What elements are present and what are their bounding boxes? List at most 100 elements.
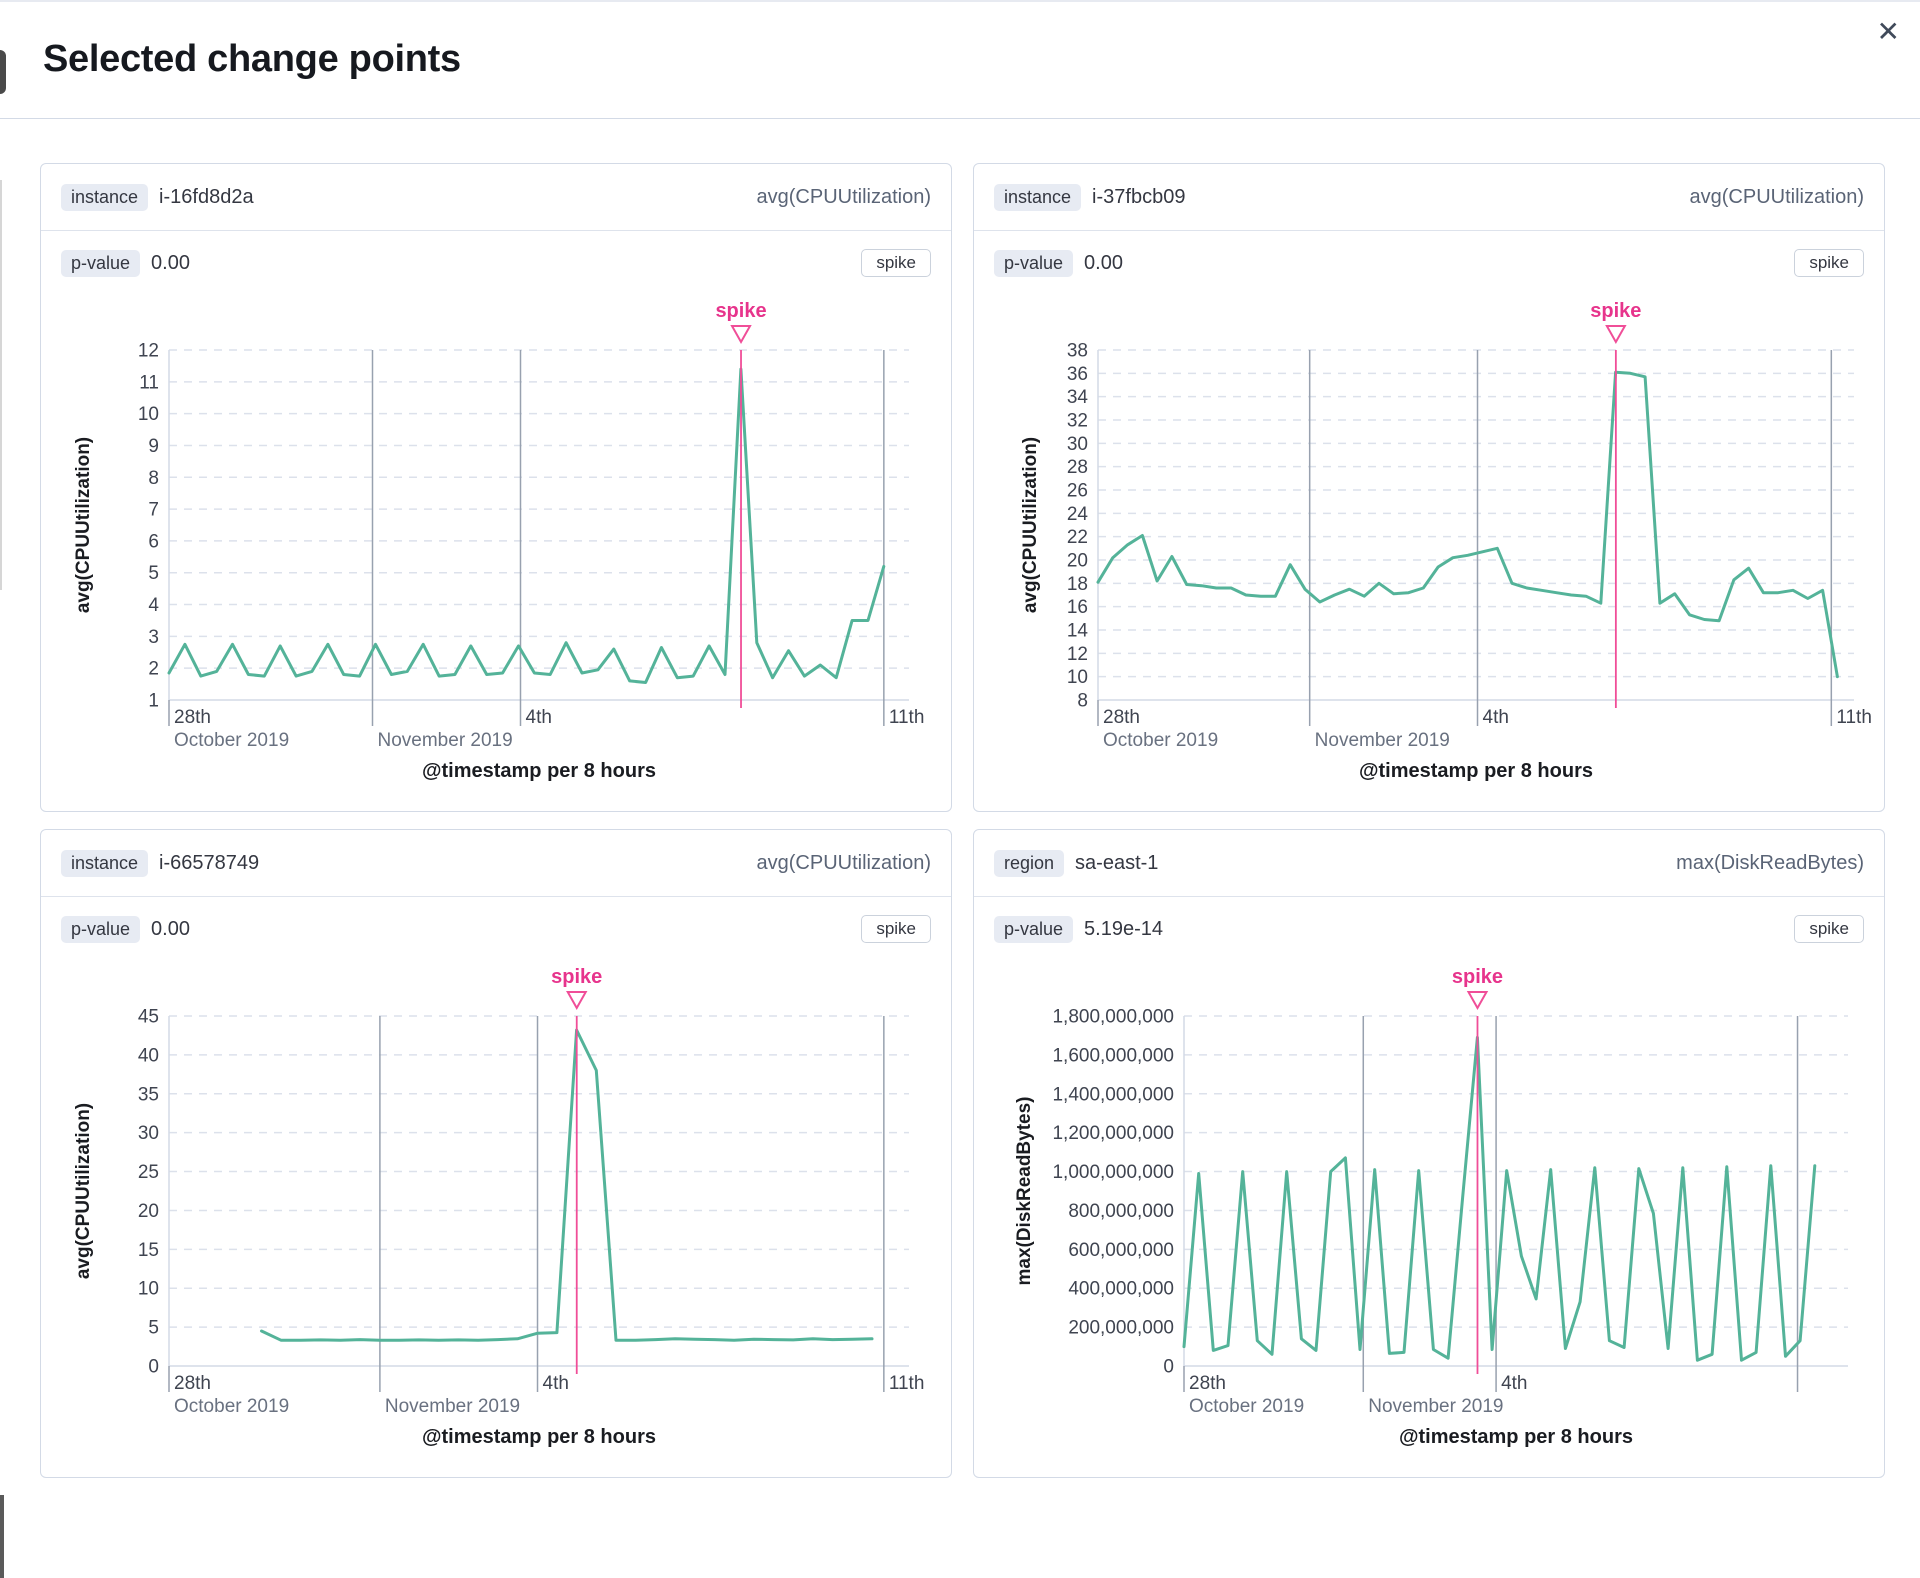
svg-text:spike: spike <box>1590 300 1641 322</box>
spike-type-button[interactable]: spike <box>1794 249 1864 277</box>
change-point-panel: instance i-66578749 avg(CPUUtilization) … <box>40 829 952 1478</box>
metric-label: avg(CPUUtilization) <box>756 185 932 208</box>
svg-text:1: 1 <box>148 691 159 712</box>
close-icon[interactable]: ✕ <box>1871 12 1906 52</box>
svg-text:1,000,000,000: 1,000,000,000 <box>1052 1162 1174 1183</box>
svg-text:15: 15 <box>138 1240 159 1261</box>
svg-text:spike: spike <box>1452 966 1503 988</box>
svg-text:October 2019: October 2019 <box>174 1396 289 1417</box>
svg-text:40: 40 <box>138 1045 159 1066</box>
p-value: 5.19e-14 <box>1084 917 1164 940</box>
field-name-badge: instance <box>61 183 149 211</box>
svg-text:45: 45 <box>138 1007 159 1028</box>
svg-text:14: 14 <box>1067 621 1089 642</box>
spike-type-button[interactable]: spike <box>861 915 931 943</box>
p-value-badge: p-value <box>994 249 1074 277</box>
svg-text:3: 3 <box>148 627 159 648</box>
svg-text:0: 0 <box>148 1357 159 1378</box>
svg-text:28: 28 <box>1067 457 1088 478</box>
p-value: 0.00 <box>151 251 190 274</box>
svg-text:35: 35 <box>138 1084 159 1105</box>
svg-text:November 2019: November 2019 <box>385 1396 520 1417</box>
panel-header: instance i-66578749 avg(CPUUtilization) <box>41 830 951 897</box>
svg-text:11th: 11th <box>889 707 925 728</box>
svg-text:1,200,000,000: 1,200,000,000 <box>1052 1123 1174 1144</box>
svg-text:28th: 28th <box>174 707 211 728</box>
svg-text:November 2019: November 2019 <box>378 730 513 751</box>
metric-label: avg(CPUUtilization) <box>1689 185 1865 208</box>
svg-text:30: 30 <box>138 1123 159 1144</box>
svg-text:22: 22 <box>1067 527 1088 548</box>
svg-text:2: 2 <box>148 659 159 680</box>
svg-text:10: 10 <box>138 404 159 425</box>
svg-text:spike: spike <box>715 300 766 322</box>
p-value: 0.00 <box>151 917 190 940</box>
svg-text:@timestamp per 8 hours: @timestamp per 8 hours <box>1399 1426 1633 1448</box>
panel-subheader: p-value 5.19e-14 spike <box>974 897 1884 961</box>
change-point-grid: instance i-16fd8d2a avg(CPUUtilization) … <box>40 163 1886 1478</box>
svg-text:11th: 11th <box>889 1373 925 1394</box>
field-value: i-66578749 <box>159 851 260 874</box>
background-page-fragment <box>0 1495 4 1578</box>
svg-text:avg(CPUUtilization): avg(CPUUtilization) <box>1020 437 1041 613</box>
svg-text:spike: spike <box>551 966 602 988</box>
svg-text:16: 16 <box>1067 597 1088 618</box>
svg-text:November 2019: November 2019 <box>1315 730 1450 751</box>
field-name-badge: instance <box>994 183 1082 211</box>
svg-text:4: 4 <box>148 595 159 616</box>
panel-header: region sa-east-1 max(DiskReadBytes) <box>974 830 1884 897</box>
svg-text:28th: 28th <box>1103 707 1140 728</box>
svg-text:20: 20 <box>1067 551 1088 572</box>
svg-text:800,000,000: 800,000,000 <box>1068 1201 1174 1222</box>
panel-subheader: p-value 0.00 spike <box>41 231 951 295</box>
svg-text:400,000,000: 400,000,000 <box>1068 1279 1174 1300</box>
svg-text:200,000,000: 200,000,000 <box>1068 1318 1174 1339</box>
svg-text:avg(CPUUtilization): avg(CPUUtilization) <box>73 1103 94 1279</box>
p-value-badge: p-value <box>61 915 141 943</box>
svg-text:4th: 4th <box>1501 1373 1527 1394</box>
field-value: i-37fbcb09 <box>1092 185 1186 208</box>
svg-text:4th: 4th <box>526 707 552 728</box>
field-value: sa-east-1 <box>1075 851 1159 874</box>
flyout-header: Selected change points <box>0 0 1920 119</box>
svg-text:18: 18 <box>1067 574 1088 595</box>
svg-text:October 2019: October 2019 <box>1189 1396 1304 1417</box>
svg-text:0: 0 <box>1163 1357 1174 1378</box>
svg-text:20: 20 <box>138 1201 159 1222</box>
metric-label: avg(CPUUtilization) <box>756 851 932 874</box>
svg-text:6: 6 <box>148 531 159 552</box>
svg-text:9: 9 <box>148 436 159 457</box>
field-name-badge: instance <box>61 849 149 877</box>
change-point-panel: instance i-16fd8d2a avg(CPUUtilization) … <box>40 163 952 812</box>
spike-type-button[interactable]: spike <box>1794 915 1864 943</box>
metric-label: max(DiskReadBytes) <box>1676 851 1864 874</box>
change-point-panel: instance i-37fbcb09 avg(CPUUtilization) … <box>973 163 1885 812</box>
svg-text:25: 25 <box>138 1162 159 1183</box>
svg-text:8: 8 <box>148 468 159 489</box>
panel-header: instance i-16fd8d2a avg(CPUUtilization) <box>41 164 951 231</box>
panel-subheader: p-value 0.00 spike <box>41 897 951 961</box>
field-name-badge: region <box>994 849 1065 877</box>
svg-text:28th: 28th <box>1189 1373 1226 1394</box>
background-page-fragment <box>0 180 2 590</box>
svg-text:@timestamp per 8 hours: @timestamp per 8 hours <box>1359 760 1593 782</box>
svg-text:12: 12 <box>1067 644 1088 665</box>
panel-subheader: p-value 0.00 spike <box>974 231 1884 295</box>
change-point-chart: 0 200,000,000 400,000,000 600,000,000 800,00… <box>1014 966 1848 1448</box>
svg-text:1,800,000,000: 1,800,000,000 <box>1052 1007 1174 1028</box>
svg-text:36: 36 <box>1067 364 1088 385</box>
svg-text:10: 10 <box>138 1279 159 1300</box>
svg-text:October 2019: October 2019 <box>174 730 289 751</box>
spike-type-button[interactable]: spike <box>861 249 931 277</box>
svg-text:28th: 28th <box>174 1373 211 1394</box>
svg-text:10: 10 <box>1067 667 1088 688</box>
svg-text:4th: 4th <box>543 1373 569 1394</box>
svg-text:1,400,000,000: 1,400,000,000 <box>1052 1084 1174 1105</box>
svg-text:600,000,000: 600,000,000 <box>1068 1240 1174 1261</box>
svg-text:7: 7 <box>148 500 159 521</box>
svg-text:8: 8 <box>1077 691 1088 712</box>
svg-text:@timestamp per 8 hours: @timestamp per 8 hours <box>422 1426 656 1448</box>
svg-text:38: 38 <box>1067 341 1088 362</box>
